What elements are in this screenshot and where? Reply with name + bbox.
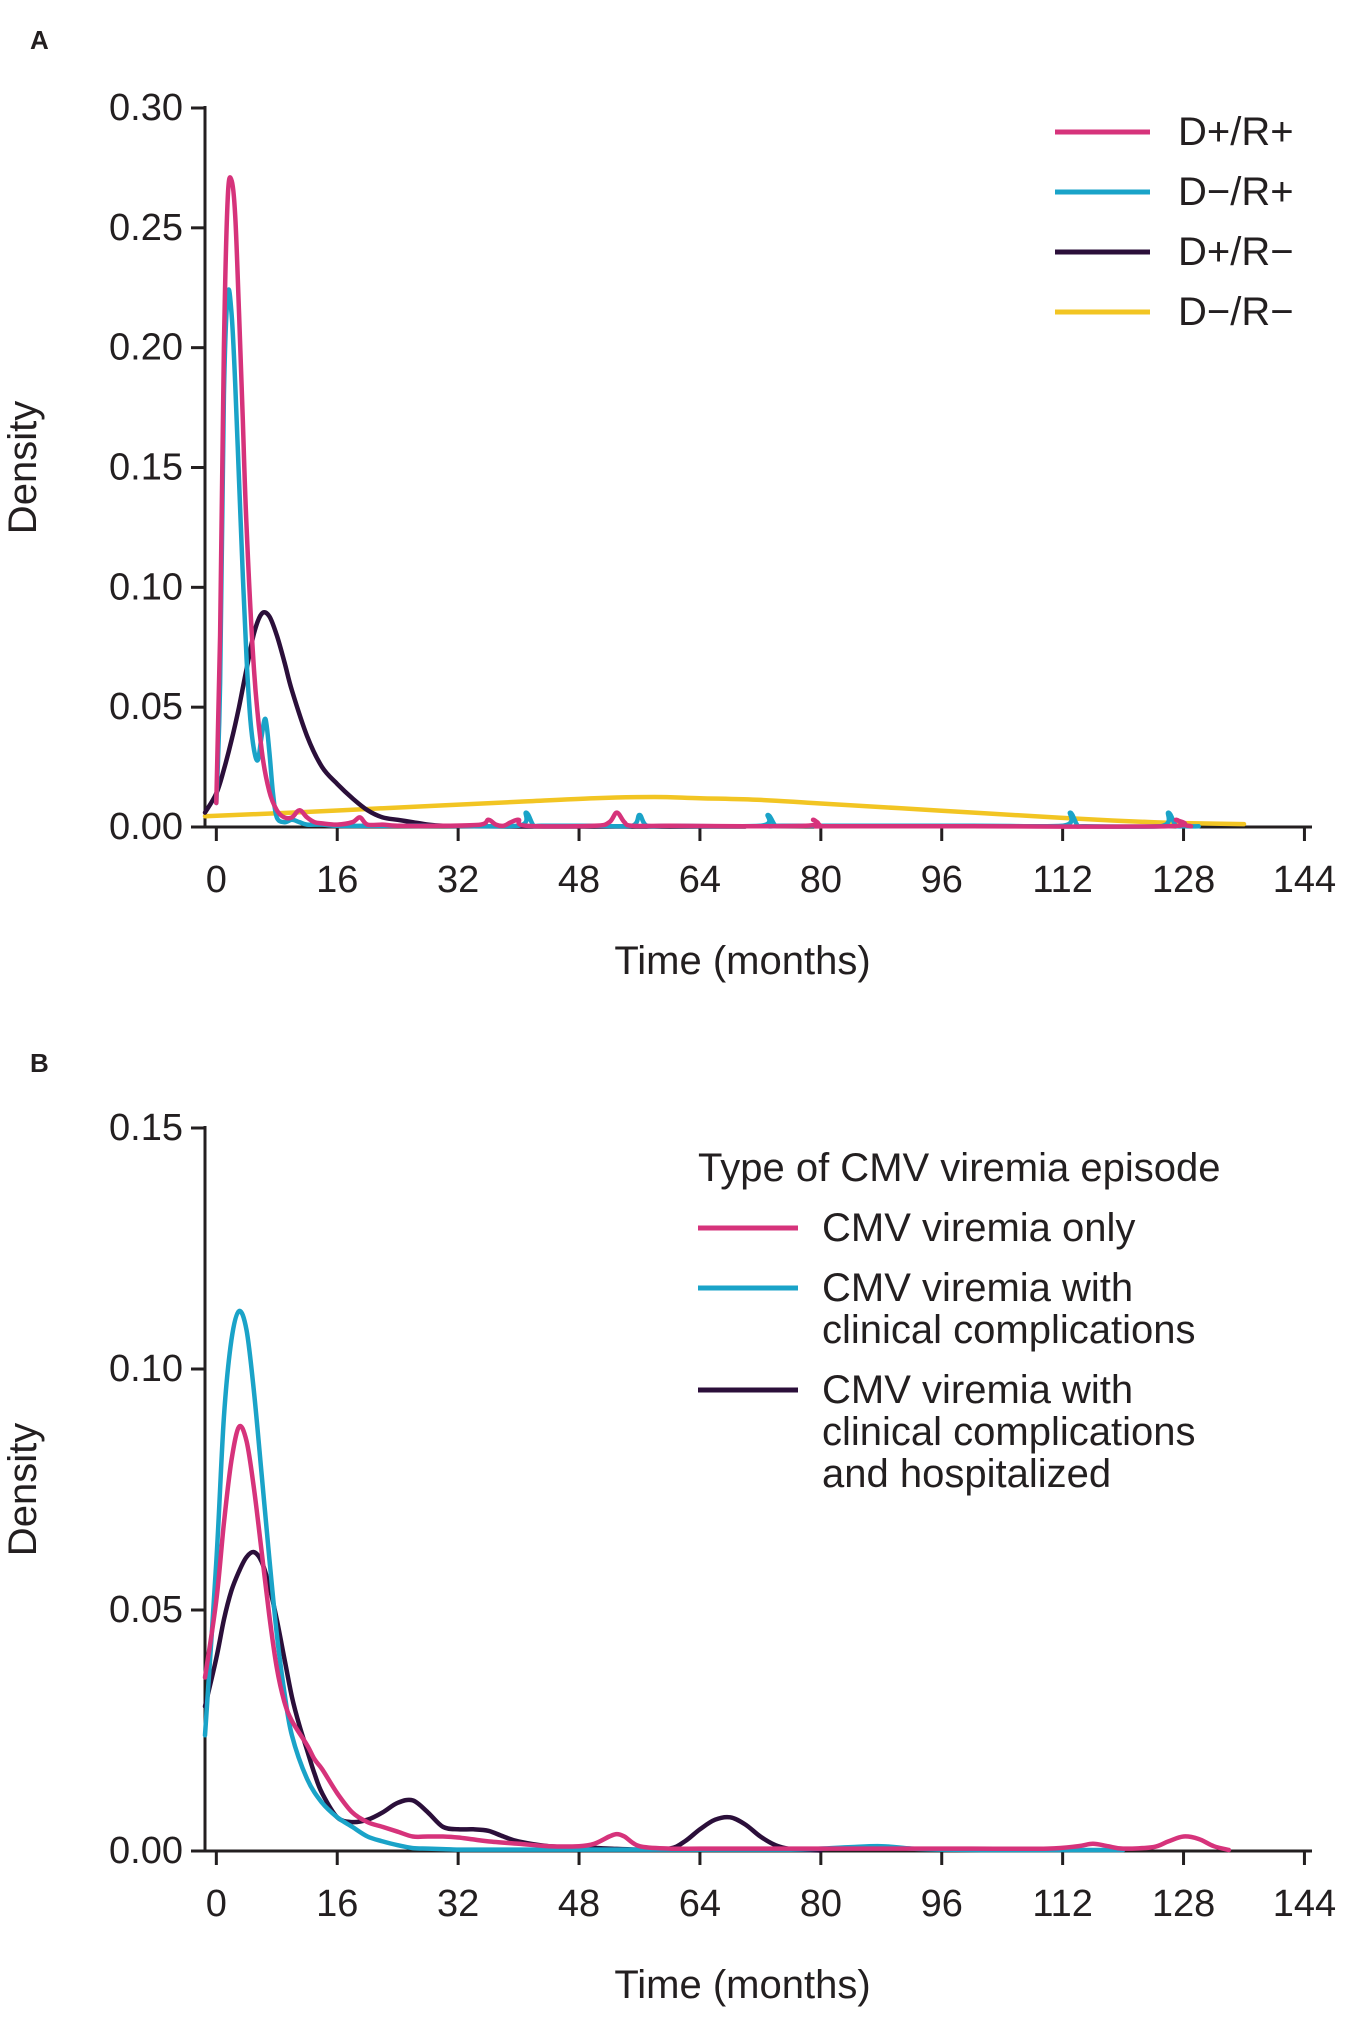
legend-label: D+/R+ <box>1178 110 1294 154</box>
legend-title: Type of CMV viremia episode <box>698 1146 1220 1190</box>
x-tick-label: 64 <box>679 859 721 901</box>
x-axis-title: Time (months) <box>614 939 870 983</box>
y-tick-label: 0.05 <box>109 686 183 728</box>
legend-label: D−/R− <box>1178 290 1294 334</box>
y-tick-label: 0.05 <box>109 1589 183 1631</box>
x-tick-label: 96 <box>921 1883 963 1925</box>
x-tick-label: 128 <box>1152 859 1215 901</box>
legend-label: clinical complications <box>822 1308 1195 1352</box>
legend-label: and hospitalized <box>822 1452 1111 1496</box>
x-tick-label: 48 <box>558 859 600 901</box>
y-tick-label: 0.00 <box>109 1830 183 1872</box>
panel-a: A 0.00 0.05 0.10 0.15 0.20 0.25 0.30 0 16 32 48 64 80… <box>1 25 1336 983</box>
x-tick-label: 32 <box>437 859 479 901</box>
legend-label: CMV viremia only <box>822 1206 1135 1250</box>
x-tick-label: 16 <box>316 859 358 901</box>
legend-label: clinical complications <box>822 1410 1195 1454</box>
x-tick-label: 144 <box>1273 1883 1336 1925</box>
panel-letter: A <box>30 25 49 55</box>
x-tick-label: 80 <box>800 1883 842 1925</box>
legend-label: D−/R+ <box>1178 170 1294 214</box>
legend: D+/R+ D−/R+ D+/R− D−/R− <box>1055 110 1294 334</box>
legend-entry: D−/R+ <box>1055 170 1294 214</box>
legend-entry: CMV viremia only <box>698 1206 1135 1250</box>
y-tick-label: 0.20 <box>109 327 183 369</box>
legend-entry: D+/R− <box>1055 230 1294 274</box>
legend: Type of CMV viremia episode CMV viremia o… <box>698 1146 1220 1496</box>
y-axis-title: Density <box>1 1423 45 1556</box>
panel-letter: B <box>30 1048 49 1078</box>
y-axis-title: Density <box>1 401 45 534</box>
legend-label: CMV viremia with <box>822 1266 1133 1310</box>
y-tick-label: 0.10 <box>109 1348 183 1390</box>
x-tick-label: 48 <box>558 1883 600 1925</box>
x-tick-label: 112 <box>1032 859 1093 901</box>
x-tick-label: 16 <box>316 1883 358 1925</box>
y-tick-label: 0.10 <box>109 566 183 608</box>
x-tick-label: 112 <box>1032 1883 1093 1925</box>
y-tick-label: 0.15 <box>109 1107 183 1149</box>
series-line-1 <box>202 1423 1232 1853</box>
legend-entry: D+/R+ <box>1055 110 1294 154</box>
legend-label: CMV viremia with <box>822 1368 1133 1412</box>
axes: 0.00 0.05 0.10 0.15 0.20 0.25 0.30 0 16 32 48 64 80 9… <box>1 87 1336 983</box>
y-tick-label: 0.30 <box>109 87 183 129</box>
x-tick-label: 80 <box>800 859 842 901</box>
series-line-4 <box>202 794 1247 827</box>
x-tick-label: 0 <box>206 1883 227 1925</box>
y-tick-label: 0.00 <box>109 806 183 848</box>
panel-b: B 0.00 0.05 0.10 0.15 0 16 32 48 64 80 96 112 128 144 T… <box>1 1048 1336 2007</box>
plot-area <box>202 175 1247 829</box>
y-tick-label: 0.25 <box>109 207 183 249</box>
axes: 0.00 0.05 0.10 0.15 0 16 32 48 64 80 96 112 128 144 Ti… <box>1 1107 1336 2007</box>
x-tick-label: 0 <box>206 859 227 901</box>
x-tick-label: 64 <box>679 1883 721 1925</box>
x-tick-label: 144 <box>1273 859 1336 901</box>
x-tick-label: 96 <box>921 859 963 901</box>
legend-entry: D−/R− <box>1055 290 1294 334</box>
y-tick-label: 0.15 <box>109 447 183 489</box>
x-tick-label: 128 <box>1152 1883 1215 1925</box>
x-tick-label: 32 <box>437 1883 479 1925</box>
plot-area <box>202 1308 1232 1853</box>
series-line-1 <box>214 175 1194 829</box>
x-axis-title: Time (months) <box>614 1963 870 2007</box>
legend-label: D+/R− <box>1178 230 1294 274</box>
